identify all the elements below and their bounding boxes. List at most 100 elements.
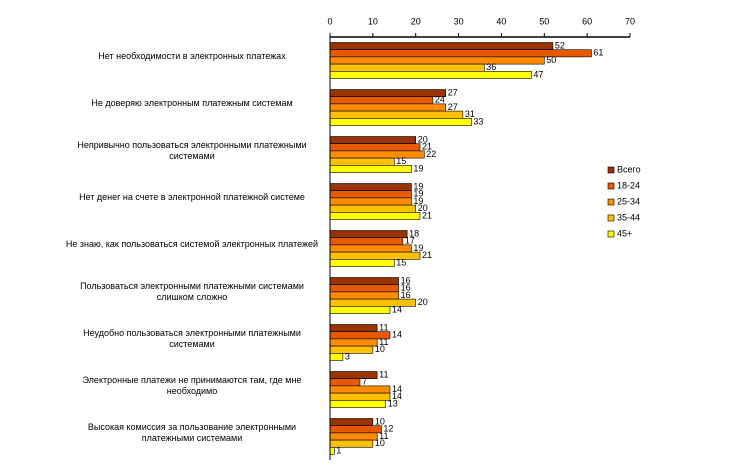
- legend-label: 25-34: [617, 196, 640, 206]
- value-label: 12: [383, 424, 393, 434]
- category-label: Нет денег на счете в электронной платежн…: [79, 192, 305, 202]
- category-label: Не знаю, как пользоваться системой элект…: [65, 239, 319, 249]
- bar: [329, 56, 545, 65]
- bar: [329, 230, 408, 238]
- category-label: Электронные платежи не принимаются там, …: [82, 374, 302, 396]
- bar: [329, 418, 374, 426]
- x-tick-label: 70: [625, 16, 635, 26]
- value-label: 22: [426, 149, 436, 159]
- bar: [329, 298, 417, 307]
- category-label: Высокая комиссия за пользование электрон…: [87, 421, 297, 443]
- bar: [329, 305, 391, 314]
- category-label: Непривычно пользоваться электронными пла…: [77, 139, 307, 161]
- value-label: 21: [422, 210, 432, 220]
- value-label: 20: [418, 297, 428, 307]
- bar: [329, 378, 361, 387]
- value-label: 19: [413, 189, 423, 199]
- value-label: 18: [409, 228, 419, 238]
- bar: [329, 352, 344, 361]
- bar: [329, 425, 382, 434]
- value-label: 21: [422, 250, 432, 260]
- legend-label: 18-24: [617, 180, 640, 190]
- legend-swatch: [607, 214, 615, 222]
- bar: [329, 251, 421, 260]
- value-label: 27: [448, 87, 458, 97]
- x-tick-label: 50: [539, 16, 549, 26]
- bar: [329, 157, 395, 166]
- bar: [329, 237, 404, 246]
- bar: [329, 42, 554, 50]
- bar: [329, 284, 399, 293]
- bar: [329, 399, 387, 408]
- value-label: 16: [401, 283, 411, 293]
- value-label: 31: [465, 109, 475, 119]
- value-label: 36: [486, 62, 496, 72]
- bar: [329, 258, 395, 267]
- value-label: 14: [392, 391, 402, 401]
- bar: [329, 385, 391, 394]
- legend-swatch: [607, 166, 615, 174]
- category-label: Не доверяю электронным платежным система…: [91, 98, 293, 108]
- value-label: 33: [473, 116, 483, 126]
- bar: [329, 190, 412, 199]
- value-label: 11: [379, 322, 388, 332]
- bar: [329, 204, 417, 213]
- bar: [329, 183, 412, 191]
- value-label: 10: [375, 344, 385, 354]
- bar: [329, 150, 425, 159]
- x-tick-label: 0: [327, 16, 332, 26]
- value-label: 14: [392, 384, 402, 394]
- legend-label: Всего: [617, 164, 641, 174]
- category-label: Нет необходимости в электронных платежах: [98, 51, 286, 61]
- bar: [329, 103, 447, 112]
- value-label: 15: [396, 156, 406, 166]
- value-label: 1: [336, 445, 341, 455]
- bar: [329, 143, 421, 152]
- value-label: 19: [413, 181, 423, 191]
- bar: [329, 371, 378, 379]
- bar: [329, 432, 378, 441]
- legend-swatch: [607, 230, 615, 238]
- bar: [329, 63, 485, 72]
- x-tick-label: 10: [368, 16, 378, 26]
- bar: [329, 71, 532, 79]
- legend-label: 35-44: [617, 212, 640, 222]
- value-label: 14: [392, 304, 402, 314]
- bar: [329, 277, 399, 285]
- value-label: 16: [401, 290, 411, 300]
- value-label: 11: [379, 337, 388, 347]
- value-label: 11: [379, 431, 388, 441]
- bar: [329, 165, 412, 173]
- value-label: 19: [413, 196, 423, 206]
- value-label: 21: [422, 142, 432, 152]
- x-tick-label: 40: [496, 16, 506, 26]
- value-label: 50: [546, 55, 556, 65]
- value-label: 10: [375, 416, 385, 426]
- legend-swatch: [607, 198, 615, 206]
- legend-label: 45+: [617, 228, 632, 238]
- bar: [329, 118, 472, 126]
- value-label: 24: [435, 95, 445, 105]
- category-label: Пользоваться электронными платежными сис…: [80, 280, 304, 302]
- x-tick-label: 60: [582, 16, 592, 26]
- bar: [329, 89, 447, 97]
- value-label: 10: [375, 438, 385, 448]
- value-label: 15: [396, 257, 406, 267]
- bar: [329, 197, 412, 206]
- x-tick-label: 20: [411, 16, 421, 26]
- value-label: 17: [405, 236, 415, 246]
- value-label: 7: [362, 377, 367, 387]
- value-label: 47: [533, 69, 543, 79]
- bar: [329, 324, 378, 332]
- value-label: 20: [418, 203, 428, 213]
- value-label: 52: [555, 40, 565, 50]
- bar: [329, 345, 374, 354]
- bar: [329, 446, 335, 455]
- value-label: 61: [593, 48, 603, 58]
- bar: [329, 291, 399, 300]
- value-label: 13: [388, 398, 398, 408]
- value-label: 19: [413, 243, 423, 253]
- bar: [329, 136, 417, 144]
- bar: [329, 96, 434, 105]
